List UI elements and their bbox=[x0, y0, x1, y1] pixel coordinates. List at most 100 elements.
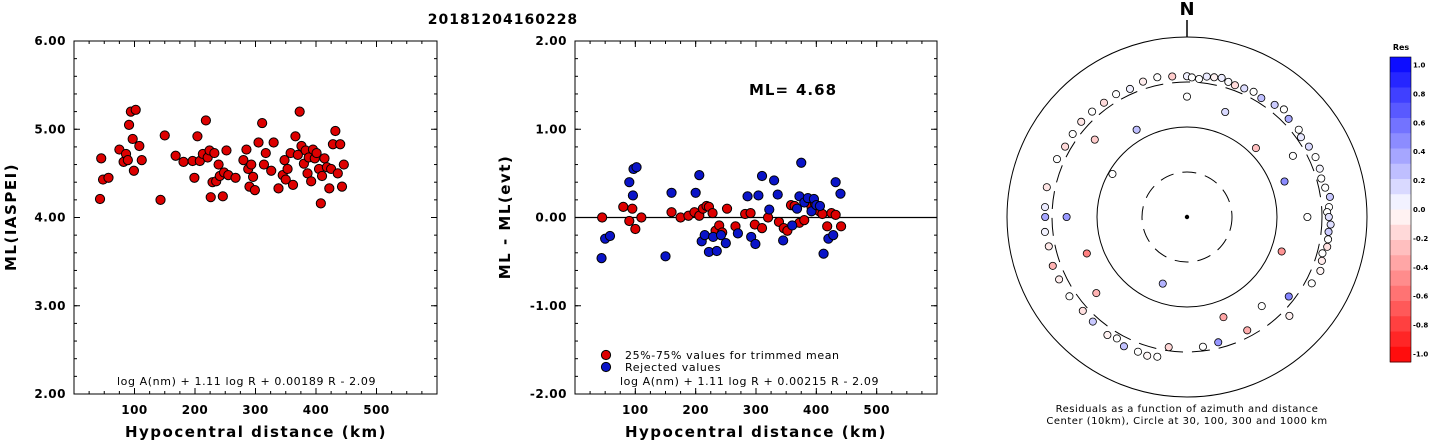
data-point bbox=[122, 155, 133, 166]
data-point bbox=[273, 183, 284, 194]
colorbar-cell bbox=[1390, 316, 1411, 332]
data-point bbox=[128, 165, 139, 176]
colorbar: Res 1.0 0.8 0.6 0.4 0.2 0.0 -0.2 -0.4 -0.6 -0.8 -1… bbox=[1389, 43, 1428, 363]
data-point bbox=[630, 223, 641, 235]
data-point bbox=[280, 174, 291, 185]
data-point bbox=[835, 221, 847, 232]
data-point bbox=[178, 156, 189, 168]
station-point bbox=[1198, 342, 1207, 351]
data-point bbox=[247, 171, 259, 183]
data-point bbox=[221, 145, 232, 156]
colorbar-tick-label: 0.0 bbox=[1413, 206, 1426, 214]
x-axis-label: Hypocentral distance (km) bbox=[625, 423, 887, 441]
data-point bbox=[814, 200, 826, 212]
colorbar-tick-label: -0.6 bbox=[1413, 293, 1428, 301]
station-point bbox=[1221, 108, 1230, 117]
ring-100km bbox=[1096, 126, 1278, 308]
data-point bbox=[694, 170, 705, 181]
caption-line-1: Residuals as a function of azimuth and d… bbox=[1056, 404, 1319, 415]
legend-marker-trimmed bbox=[600, 349, 612, 361]
colorbar-tick-label: -1.0 bbox=[1413, 351, 1428, 359]
y-tick-label: 0.00 bbox=[535, 211, 567, 225]
colorbar-cell bbox=[1390, 209, 1411, 226]
station-point bbox=[1270, 100, 1279, 109]
ml-value: 4.68 bbox=[796, 81, 837, 99]
station-point bbox=[1164, 343, 1173, 352]
data-point bbox=[772, 189, 783, 200]
station-point bbox=[1119, 342, 1128, 351]
station-point bbox=[1324, 227, 1333, 236]
legend-marker-rejected bbox=[600, 361, 612, 373]
data-point bbox=[330, 125, 341, 137]
data-point bbox=[217, 191, 228, 202]
colorbar-title: Res bbox=[1393, 43, 1410, 52]
station-point bbox=[1257, 302, 1266, 311]
colorbar-cell bbox=[1390, 87, 1411, 104]
data-point bbox=[253, 137, 264, 148]
data-point bbox=[292, 149, 303, 160]
ml-label: ML= bbox=[749, 81, 789, 99]
data-point bbox=[830, 209, 841, 220]
station-point bbox=[1325, 192, 1334, 201]
station-point bbox=[1055, 275, 1064, 284]
station-point bbox=[1065, 292, 1074, 301]
station-point bbox=[1326, 220, 1335, 229]
data-point bbox=[287, 179, 299, 190]
station-point bbox=[1243, 326, 1252, 335]
data-point bbox=[796, 157, 807, 168]
y-tick-label: -2.00 bbox=[530, 387, 567, 401]
data-point bbox=[828, 230, 839, 241]
station-point bbox=[1279, 105, 1288, 114]
station-point bbox=[1280, 177, 1289, 186]
station-point bbox=[1132, 125, 1141, 134]
station-point bbox=[1158, 279, 1167, 288]
data-point bbox=[835, 188, 846, 199]
station-point bbox=[1224, 77, 1233, 86]
colorbar-cell bbox=[1390, 148, 1411, 165]
x-ticks: 100 200 300 400 500 bbox=[73, 41, 438, 417]
x-tick-label: 300 bbox=[242, 403, 269, 417]
formula: log A(nm) + 1.11 log R + 0.00215 R - 2.0… bbox=[620, 375, 879, 388]
station-point bbox=[1183, 92, 1192, 101]
data-point bbox=[720, 237, 731, 249]
figure-title: 20181204160228 bbox=[428, 12, 578, 28]
data-point bbox=[627, 203, 638, 214]
data-point bbox=[756, 222, 768, 234]
station-point bbox=[1125, 84, 1134, 93]
data-point bbox=[769, 175, 780, 186]
station-point bbox=[1294, 125, 1303, 134]
data-point bbox=[159, 130, 170, 141]
ring-300km bbox=[1051, 81, 1323, 353]
colorbar-tick-label: -0.8 bbox=[1413, 322, 1428, 330]
station-point bbox=[1041, 203, 1050, 212]
colorbar-cell bbox=[1390, 270, 1411, 287]
data-point bbox=[170, 150, 181, 161]
colorbar-cell bbox=[1390, 301, 1411, 317]
station-point bbox=[1323, 242, 1332, 251]
colorbar-tick-label: -0.4 bbox=[1413, 264, 1428, 272]
data-point bbox=[136, 155, 147, 166]
station-point bbox=[1202, 72, 1211, 81]
y-tick-label: 2.00 bbox=[535, 34, 567, 48]
data-point bbox=[732, 228, 744, 239]
station-point bbox=[1277, 247, 1286, 256]
station-point bbox=[1318, 249, 1327, 258]
station-point bbox=[1108, 169, 1117, 178]
colorbar-cell bbox=[1390, 255, 1411, 271]
ml-annotation: ML= 4.68 bbox=[749, 81, 837, 99]
data-point bbox=[721, 203, 733, 214]
data-point bbox=[830, 177, 841, 188]
data-point bbox=[294, 106, 305, 117]
data-point bbox=[690, 187, 701, 198]
station-point bbox=[1042, 183, 1051, 192]
data-point bbox=[699, 230, 710, 241]
y-tick-label: 2.00 bbox=[34, 387, 66, 401]
station-point bbox=[1285, 311, 1294, 320]
data-point bbox=[246, 159, 257, 170]
station-point bbox=[1251, 144, 1260, 153]
data-point bbox=[192, 131, 203, 142]
data-point bbox=[279, 155, 290, 166]
data-point bbox=[787, 220, 798, 231]
plot-frame bbox=[73, 40, 438, 395]
